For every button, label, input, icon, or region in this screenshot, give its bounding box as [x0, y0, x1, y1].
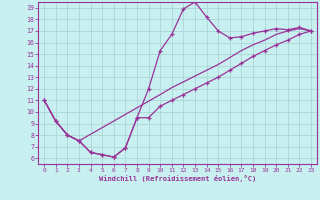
X-axis label: Windchill (Refroidissement éolien,°C): Windchill (Refroidissement éolien,°C)	[99, 175, 256, 182]
